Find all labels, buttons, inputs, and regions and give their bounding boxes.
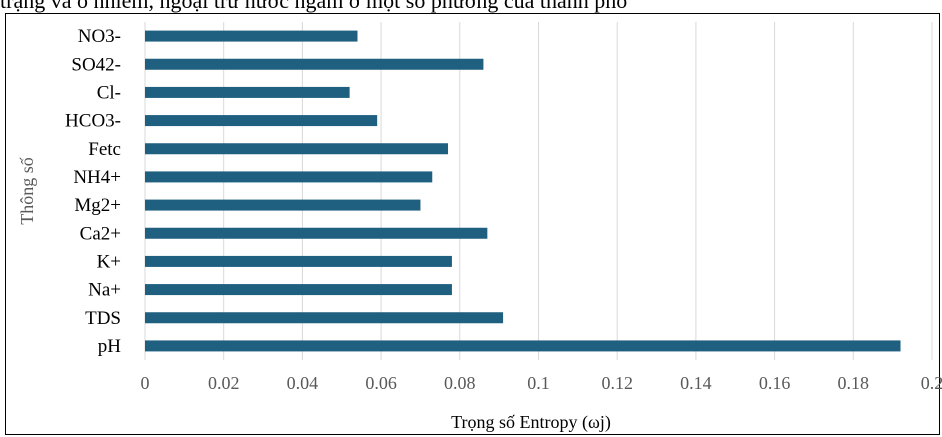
bar	[145, 340, 901, 352]
x-tick-label: 0.12	[601, 373, 633, 393]
category-label: pH	[98, 336, 122, 357]
x-tick-label: 0.08	[444, 373, 476, 393]
category-label: NO3-	[78, 26, 121, 47]
x-tick-label: 0.04	[287, 373, 319, 393]
bar	[145, 284, 452, 296]
bar-layer	[145, 30, 901, 352]
chart-frame	[5, 13, 940, 435]
x-tick-label: 0.2	[921, 373, 942, 393]
category-label: SO42-	[71, 54, 121, 75]
x-tick-labels: 0 0.02 0.04 0.06 0.08 0.1 0.12 0.14 0.16 0.18 0.2	[141, 373, 942, 393]
category-label: Mg2+	[74, 195, 121, 216]
category-label: K+	[97, 251, 121, 272]
x-tick-label: 0.18	[838, 373, 870, 393]
category-labels: NO3- SO42- Cl- HCO3- Fetc NH4+ Mg2+ Ca2+ K+ Na+ TD…	[65, 26, 121, 357]
bar	[145, 171, 433, 183]
top-text-strip: trạng và ô nhiễm, ngoại trừ nước ngầm ở …	[0, 0, 942, 14]
category-label: Na+	[88, 280, 121, 301]
x-tick-label: 0.1	[527, 373, 550, 393]
x-tick-label: 0.02	[208, 373, 240, 393]
category-label: NH4+	[73, 167, 121, 188]
y-axis-title: Thông số	[17, 157, 37, 225]
category-label: Ca2+	[80, 223, 121, 244]
x-tick-label: 0.14	[680, 373, 712, 393]
bar	[145, 312, 504, 324]
category-label: Fetc	[88, 139, 121, 160]
bar	[145, 86, 350, 98]
x-axis-title: Trọng số Entropy (ωj)	[451, 412, 611, 433]
bar	[145, 30, 358, 42]
grid-layer	[144, 22, 933, 360]
bar	[145, 255, 452, 267]
x-tick-label: 0.06	[365, 373, 397, 393]
x-tick-label: 0.16	[759, 373, 791, 393]
x-tick-label: 0	[141, 373, 150, 393]
category-label: TDS	[85, 308, 121, 329]
bar	[145, 58, 484, 70]
bar	[145, 227, 488, 239]
category-label: HCO3-	[65, 111, 121, 132]
top-text: trạng và ô nhiễm, ngoại trừ nước ngầm ở …	[0, 0, 628, 13]
bar	[145, 143, 448, 155]
bar	[145, 199, 421, 211]
bar	[145, 115, 378, 127]
category-label: Cl-	[97, 82, 121, 103]
